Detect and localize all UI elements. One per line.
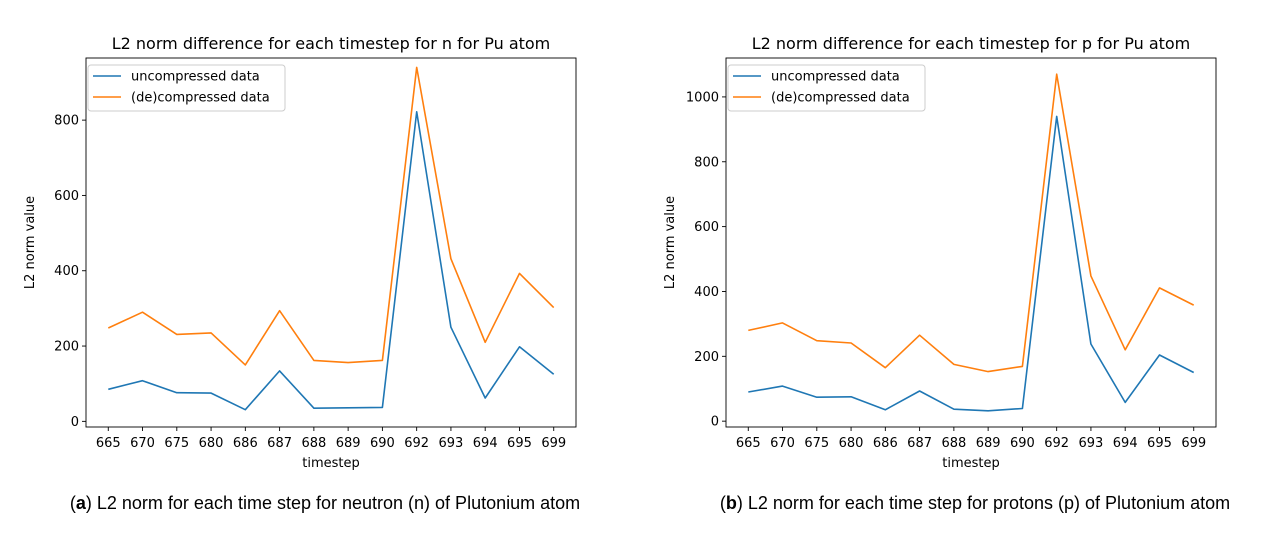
x-tick-label: 695 bbox=[1147, 436, 1172, 451]
x-tick-label: 689 bbox=[336, 436, 361, 451]
x-tick-label: 687 bbox=[907, 436, 932, 451]
chart-title: L2 norm difference for each timestep for… bbox=[112, 34, 551, 53]
x-tick-label: 694 bbox=[1113, 436, 1138, 451]
x-axis-label: timestep bbox=[942, 456, 1000, 471]
plot-frame bbox=[85, 57, 577, 428]
series-line-decompressed bbox=[748, 73, 1195, 373]
x-tick-label: 665 bbox=[96, 436, 121, 451]
x-tick-label: 688 bbox=[301, 436, 326, 451]
x-tick-label: 688 bbox=[941, 436, 966, 451]
x-tick-label: 699 bbox=[541, 436, 566, 451]
x-tick-label: 690 bbox=[1010, 436, 1035, 451]
x-tick-label: 675 bbox=[164, 436, 189, 451]
caption-letter: a bbox=[75, 493, 86, 513]
y-tick-label: 800 bbox=[54, 114, 79, 129]
x-tick-label: 670 bbox=[130, 436, 155, 451]
x-tick-label: 665 bbox=[736, 436, 761, 451]
x-tick-label: 687 bbox=[267, 436, 292, 451]
x-tick-label: 675 bbox=[804, 436, 829, 451]
x-tick-label: 693 bbox=[1079, 436, 1104, 451]
y-tick-label: 200 bbox=[694, 350, 719, 365]
y-axis-ticks: 0 200 400 600 800 bbox=[54, 114, 86, 430]
legend: uncompressed data (de)compressed data bbox=[727, 64, 926, 112]
plot-frame bbox=[725, 57, 1217, 428]
x-axis-label: timestep bbox=[302, 456, 360, 471]
legend-label-uncompressed: uncompressed data bbox=[131, 70, 260, 85]
chart-title: L2 norm difference for each timestep for… bbox=[752, 34, 1191, 53]
caption-text: ) L2 norm for each time step for protons… bbox=[736, 493, 1231, 513]
legend-box bbox=[87, 64, 286, 112]
caption-prefix: ( bbox=[69, 493, 76, 513]
y-tick-label: 1000 bbox=[686, 90, 719, 105]
x-axis-ticks: 665 670 675 680 686 687 688 689 690 692 693 694 695 6… bbox=[96, 427, 566, 451]
x-tick-label: 692 bbox=[1044, 436, 1069, 451]
x-tick-label: 686 bbox=[233, 436, 258, 451]
series-lines bbox=[107, 66, 555, 411]
x-tick-label: 670 bbox=[770, 436, 795, 451]
caption-a: (a) L2 norm for each time step for neutr… bbox=[65, 492, 585, 515]
legend-label-decompressed: (de)compressed data bbox=[771, 91, 910, 106]
y-axis-label: L2 norm value bbox=[663, 196, 678, 289]
chart-proton: L2 norm difference for each timestep for… bbox=[663, 34, 1217, 471]
legend-label-uncompressed: uncompressed data bbox=[771, 70, 900, 85]
x-tick-label: 694 bbox=[473, 436, 498, 451]
x-tick-label: 695 bbox=[507, 436, 532, 451]
legend: uncompressed data (de)compressed data bbox=[87, 64, 286, 112]
y-tick-label: 800 bbox=[694, 155, 719, 170]
y-tick-label: 600 bbox=[54, 189, 79, 204]
y-tick-label: 0 bbox=[71, 415, 79, 430]
caption-prefix: ( bbox=[719, 493, 726, 513]
caption-letter: b bbox=[725, 493, 737, 513]
y-tick-label: 400 bbox=[694, 285, 719, 300]
chart-neutron: L2 norm difference for each timestep for… bbox=[23, 34, 577, 471]
caption-b: (b) L2 norm for each time step for proto… bbox=[715, 492, 1235, 515]
x-tick-label: 699 bbox=[1181, 436, 1206, 451]
y-tick-label: 600 bbox=[694, 220, 719, 235]
series-lines bbox=[748, 73, 1195, 412]
x-tick-label: 680 bbox=[839, 436, 864, 451]
x-tick-label: 689 bbox=[976, 436, 1001, 451]
series-line-uncompressed bbox=[748, 115, 1195, 412]
y-axis-ticks: 0 200 400 600 800 1000 bbox=[686, 90, 726, 430]
series-line-uncompressed bbox=[108, 111, 555, 411]
series-line-decompressed bbox=[107, 66, 555, 366]
caption-text: ) L2 norm for each time step for neutron… bbox=[85, 493, 581, 513]
x-axis-ticks: 665 670 675 680 686 687 688 689 690 692 693 694 695 6… bbox=[736, 427, 1206, 451]
x-tick-label: 680 bbox=[199, 436, 224, 451]
x-tick-label: 690 bbox=[370, 436, 395, 451]
legend-label-decompressed: (de)compressed data bbox=[131, 91, 270, 106]
y-tick-label: 200 bbox=[54, 340, 79, 355]
x-tick-label: 692 bbox=[404, 436, 429, 451]
x-tick-label: 693 bbox=[439, 436, 464, 451]
legend-box bbox=[727, 64, 926, 112]
y-tick-label: 400 bbox=[54, 264, 79, 279]
y-tick-label: 0 bbox=[711, 415, 719, 430]
y-axis-label: L2 norm value bbox=[23, 196, 38, 289]
x-tick-label: 686 bbox=[873, 436, 898, 451]
